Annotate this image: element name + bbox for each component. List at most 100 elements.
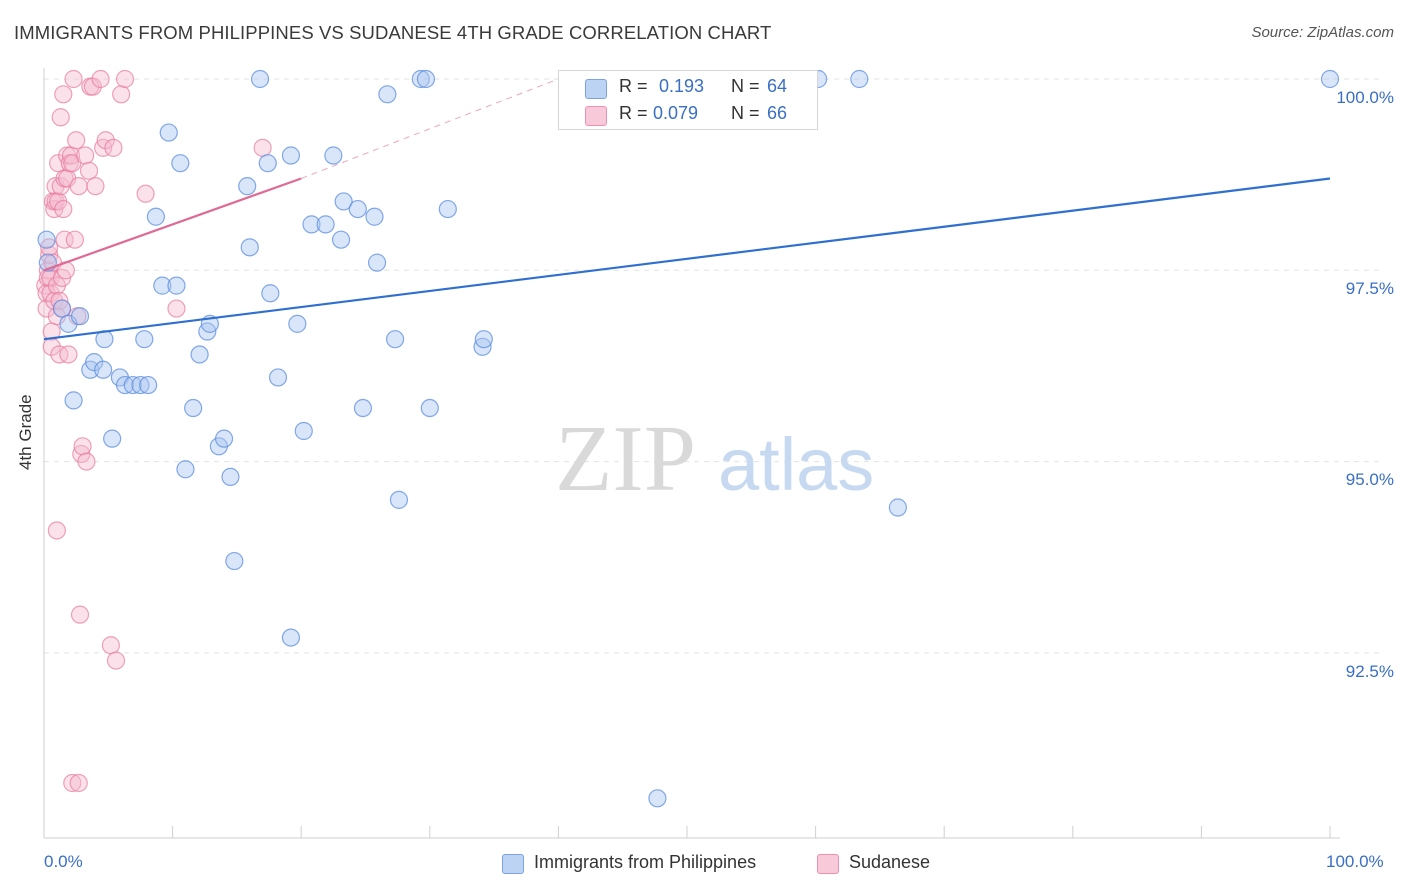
point-philippines <box>438 199 457 219</box>
point-sudanese <box>167 299 186 318</box>
bottom-legend-swatch-blue <box>502 854 524 874</box>
point-sudanese <box>65 230 84 249</box>
trend-lines <box>43 78 1331 341</box>
point-philippines <box>281 628 301 647</box>
y-tick-92-5: 92.5% <box>1345 662 1394 681</box>
point-sudanese <box>55 230 74 249</box>
watermark-zip: ZIP <box>555 407 696 511</box>
point-philippines <box>389 490 409 509</box>
y-tick-95: 95.0% <box>1345 470 1394 489</box>
point-philippines <box>135 330 154 349</box>
point-sudanese <box>67 131 86 150</box>
point-philippines <box>225 551 244 571</box>
trend-line-sudanese-extrapolated <box>301 78 559 179</box>
point-philippines <box>385 330 405 349</box>
point-sudanese <box>104 138 123 157</box>
point-philippines <box>176 460 195 479</box>
point-sudanese <box>136 184 155 203</box>
point-sudanese <box>77 452 96 471</box>
legend-swatch-pink <box>585 106 607 126</box>
point-philippines <box>240 238 259 257</box>
y-tick-100: 100.0% <box>1336 88 1394 107</box>
point-philippines <box>473 337 492 356</box>
point-sudanese <box>51 108 70 127</box>
point-sudanese <box>115 69 135 89</box>
point-sudanese <box>79 161 99 180</box>
point-philippines <box>420 398 439 418</box>
point-sudanese <box>253 138 272 157</box>
point-sudanese <box>69 773 88 793</box>
point-sudanese <box>63 773 82 793</box>
legend-r-value: 0.193 <box>659 76 705 96</box>
point-philippines <box>331 230 351 249</box>
legend-r-label: R = <box>619 103 648 123</box>
point-sudanese <box>64 69 83 89</box>
point-philippines <box>146 207 165 226</box>
y-axis-label: 4th Grade <box>16 394 35 470</box>
point-philippines <box>153 276 172 295</box>
point-philippines <box>367 253 387 272</box>
point-philippines <box>302 215 321 234</box>
point-philippines <box>281 146 301 165</box>
point-philippines <box>184 398 203 418</box>
grid-lines <box>44 78 1380 654</box>
point-sudanese <box>76 146 95 165</box>
point-philippines <box>238 177 257 196</box>
point-sudanese <box>91 69 110 89</box>
point-sudanese <box>45 291 64 311</box>
bottom-legend-swatch-pink <box>817 854 839 874</box>
point-philippines <box>416 69 436 89</box>
legend-r-value: 0.079 <box>653 103 699 123</box>
legend-n-value: 66 <box>767 103 788 123</box>
point-sudanese <box>54 85 73 104</box>
point-philippines <box>103 429 122 448</box>
point-philippines <box>261 284 280 303</box>
watermark: ZIP atlas <box>555 407 874 511</box>
point-philippines <box>64 391 83 410</box>
point-philippines <box>250 69 270 89</box>
source-label: Source: ZipAtlas.com <box>1251 24 1394 41</box>
point-philippines <box>52 299 72 318</box>
point-philippines <box>37 230 56 249</box>
point-philippines <box>123 375 142 395</box>
point-sudanese <box>54 199 73 219</box>
point-sudanese <box>101 636 120 655</box>
point-sudanese <box>106 651 126 670</box>
point-sudanese <box>47 521 66 540</box>
series-philippines <box>37 69 1340 808</box>
bottom-legend-label: Sudanese <box>849 852 931 872</box>
point-philippines <box>378 85 397 104</box>
point-philippines <box>1320 69 1340 89</box>
point-sudanese <box>96 131 115 150</box>
point-sudanese <box>83 77 102 96</box>
point-philippines <box>131 375 150 395</box>
point-philippines <box>221 467 240 487</box>
legend-n-label: N = <box>731 76 760 96</box>
point-philippines <box>159 123 178 142</box>
legend-n-label: N = <box>731 103 760 123</box>
point-philippines <box>167 276 186 295</box>
point-philippines <box>648 789 667 808</box>
point-philippines <box>268 368 288 387</box>
bottom-legend-label: Immigrants from Philippines <box>534 852 757 872</box>
point-philippines <box>294 421 313 441</box>
point-philippines <box>115 375 135 395</box>
point-philippines <box>288 314 307 333</box>
point-sudanese <box>69 177 88 196</box>
point-sudanese <box>70 605 90 624</box>
legend-n-value: 64 <box>767 76 788 96</box>
x-tick-0: 0.0% <box>44 852 83 871</box>
point-sudanese <box>112 85 131 104</box>
point-philippines <box>411 69 430 89</box>
point-philippines <box>171 154 190 173</box>
point-philippines <box>316 215 335 234</box>
point-philippines <box>888 498 908 517</box>
point-philippines <box>139 375 158 395</box>
chart-title: IMMIGRANTS FROM PHILIPPINES VS SUDANESE … <box>14 22 772 43</box>
point-philippines <box>324 146 343 165</box>
point-sudanese <box>86 177 105 196</box>
trend-line-sudanese <box>43 177 302 272</box>
point-sudanese <box>73 437 92 456</box>
legend-swatch-blue <box>585 79 607 99</box>
